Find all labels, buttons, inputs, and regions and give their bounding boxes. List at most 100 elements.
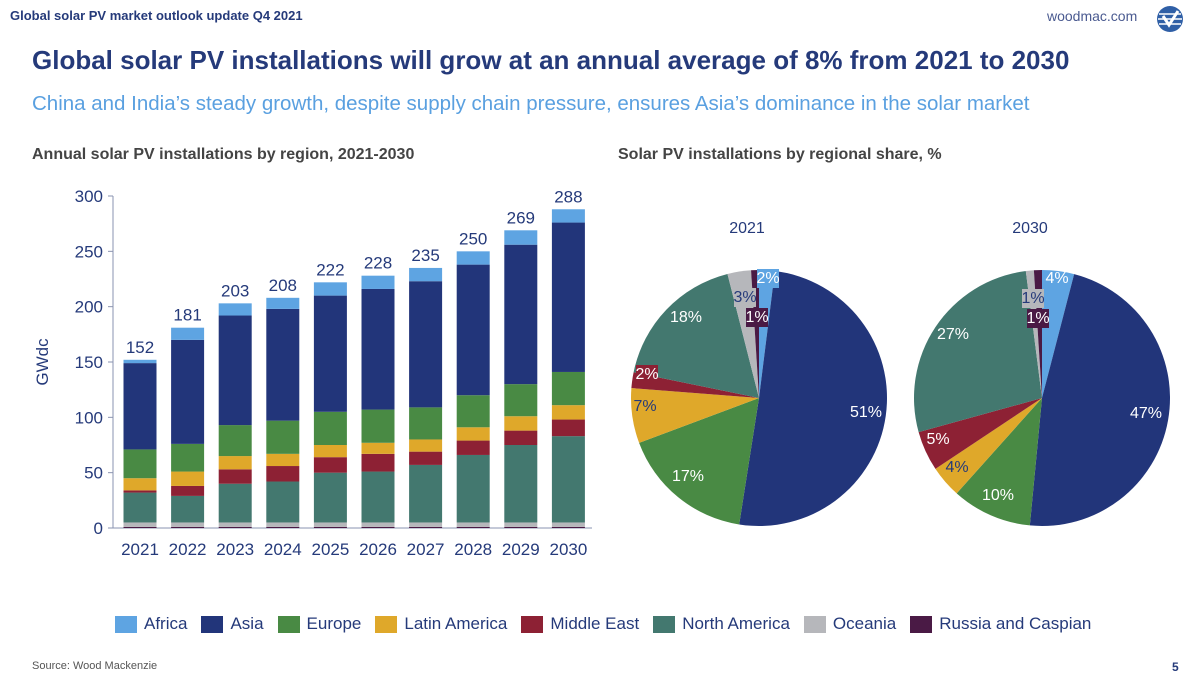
- deck-title: Global solar PV market outlook update Q4…: [10, 8, 303, 23]
- total-label: 288: [554, 187, 582, 206]
- x-tick-label: 2021: [121, 540, 159, 559]
- bar-segment-latin-america: [361, 442, 395, 454]
- y-tick-label: 150: [75, 353, 103, 372]
- pie-slice-latin-america: [935, 398, 1042, 494]
- bar-segment-oceania: [123, 522, 157, 527]
- y-tick-label: 50: [84, 464, 103, 483]
- bar-segment-asia: [504, 244, 538, 385]
- bar-segment-latin-america: [171, 471, 205, 486]
- bar-segment-russia-and-caspian: [456, 526, 490, 528]
- legend-swatch: [910, 615, 933, 633]
- bar-segment-oceania: [266, 522, 300, 527]
- bar-segment-middle-east: [266, 466, 300, 482]
- bar-segment-russia-and-caspian: [313, 526, 347, 528]
- bar-segment-north-america: [551, 436, 585, 523]
- woodmac-logo-icon: [1157, 6, 1183, 32]
- pie-data-label: 10%: [982, 487, 1014, 504]
- bar-segment-middle-east: [361, 453, 395, 472]
- pie-label-box: [1027, 309, 1049, 328]
- legend-swatch: [277, 615, 300, 633]
- pie-data-label: 4%: [945, 459, 968, 476]
- bar-segment-middle-east: [409, 451, 443, 465]
- bar-segment-asia: [456, 264, 490, 396]
- bar-segment-north-america: [313, 472, 347, 523]
- bar-segment-north-america: [171, 495, 205, 523]
- bar-segment-europe: [218, 425, 252, 457]
- bar-segment-russia-and-caspian: [266, 526, 300, 528]
- bar-segment-oceania: [456, 522, 490, 527]
- y-tick-label: 300: [75, 187, 103, 206]
- total-label: 228: [364, 254, 392, 273]
- bar-segment-oceania: [313, 522, 347, 527]
- bar-segment-middle-east: [456, 440, 490, 455]
- bar-segment-africa: [456, 251, 490, 265]
- legend-label: Middle East: [550, 614, 640, 633]
- x-tick-label: 2030: [549, 540, 587, 559]
- pie-slice-middle-east: [918, 398, 1042, 469]
- pie-slice-middle-east: [631, 372, 759, 398]
- legend-item: Oceania: [803, 614, 896, 634]
- pie-data-label: 47%: [1130, 405, 1162, 422]
- legend-swatch: [201, 615, 224, 633]
- bar-segment-latin-america: [266, 453, 300, 467]
- x-tick-label: 2027: [407, 540, 445, 559]
- total-label: 250: [459, 229, 487, 248]
- bar-segment-asia: [313, 295, 347, 412]
- pie-slice-europe: [956, 398, 1042, 526]
- y-axis-label: GWdc: [33, 338, 52, 386]
- bar-segment-latin-america: [123, 478, 157, 491]
- legend-swatch: [521, 615, 544, 633]
- x-tick-label: 2022: [169, 540, 207, 559]
- x-tick-label: 2028: [454, 540, 492, 559]
- pie-slice-africa: [1042, 270, 1075, 398]
- legend-swatch: [653, 615, 676, 633]
- legend-label: Asia: [230, 614, 264, 633]
- bar-segment-europe: [409, 407, 443, 440]
- bar-segment-oceania: [409, 522, 443, 527]
- bar-segment-russia-and-caspian: [123, 526, 157, 528]
- bar-segment-oceania: [218, 522, 252, 527]
- bar-segment-latin-america: [456, 427, 490, 441]
- bar-segment-latin-america: [504, 416, 538, 431]
- source-note: Source: Wood Mackenzie: [32, 660, 158, 672]
- pie-data-label: 5%: [926, 431, 949, 448]
- bar-segment-africa: [551, 209, 585, 223]
- bar-segment-asia: [218, 315, 252, 426]
- bar-segment-middle-east: [123, 490, 157, 493]
- x-tick-label: 2024: [264, 540, 302, 559]
- legend-label: North America: [682, 614, 790, 633]
- site-link[interactable]: woodmac.com: [1047, 8, 1138, 24]
- bar-segment-europe: [313, 411, 347, 445]
- pie-slice-europe: [639, 398, 759, 525]
- bar-segment-africa: [409, 267, 443, 282]
- stacked-bar-chart: GWdc 0 50 100 150 200 250 300 152 2021 181 2022 203…: [33, 187, 592, 559]
- bar-segment-middle-east: [504, 430, 538, 445]
- pie-slice-africa: [759, 270, 775, 398]
- y-tick-label: 0: [94, 519, 103, 538]
- bar-segment-north-america: [361, 471, 395, 523]
- pie-charts: 2021 2% 51% 17% 7% 2% 18% 3% 1% 2030 4% 47% 10% 4% 5% 2…: [631, 220, 1170, 527]
- bar-segment-middle-east: [171, 485, 205, 496]
- y-tick-label: 100: [75, 408, 103, 427]
- bar-segment-latin-america: [409, 439, 443, 452]
- legend-label: Europe: [306, 614, 362, 633]
- bar-segment-oceania: [171, 522, 205, 527]
- bar-segment-asia: [551, 222, 585, 372]
- bar-segment-russia-and-caspian: [504, 526, 538, 528]
- pie-data-label: 2%: [635, 366, 658, 383]
- bar-segment-russia-and-caspian: [361, 526, 395, 528]
- bar-segment-latin-america: [313, 445, 347, 458]
- bar-segment-middle-east: [551, 419, 585, 437]
- pie-data-label: 1%: [745, 309, 768, 326]
- bar-segment-russia-and-caspian: [218, 526, 252, 528]
- pie-data-label: 2%: [756, 270, 779, 287]
- bar-segment-asia: [171, 339, 205, 444]
- bar-segment-europe: [551, 371, 585, 406]
- bar-segment-africa: [313, 282, 347, 296]
- bar-segment-oceania: [504, 522, 538, 527]
- bar-segment-north-america: [409, 464, 443, 523]
- legend-swatch: [803, 615, 826, 633]
- page-number: 5: [1172, 660, 1179, 674]
- y-tick-label: 250: [75, 242, 103, 261]
- pie-slice-asia: [739, 270, 888, 527]
